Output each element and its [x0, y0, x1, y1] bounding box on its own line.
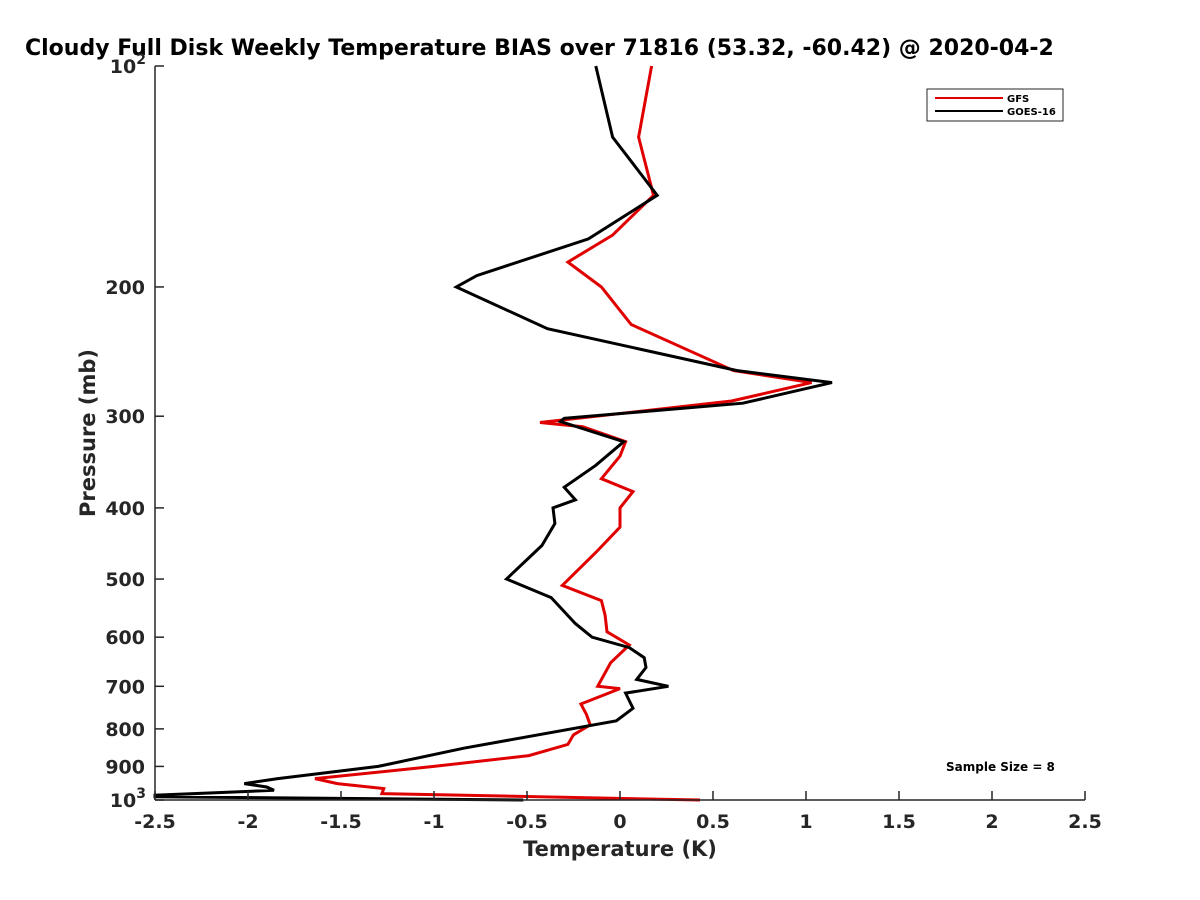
x-tick-label: 2.5 — [1068, 811, 1102, 833]
x-tick-label: 1.5 — [882, 811, 916, 833]
y-tick-label-power: 102 — [110, 52, 146, 78]
x-tick-label: -1.5 — [320, 811, 362, 833]
x-tick-label: 0 — [613, 811, 626, 833]
y-axis-label: Pressure (mb) — [76, 349, 100, 517]
y-tick-exponent: 3 — [136, 786, 146, 802]
y-tick-label: 200 — [105, 277, 145, 299]
x-axis-ticks: -2.5 -2 -1.5 -1 -0.5 0 0.5 1 1.5 2 2.5 — [134, 791, 1102, 833]
legend-label-goes16: GOES-16 — [1007, 107, 1056, 118]
y-tick-label: 300 — [105, 406, 145, 428]
y-tick-label: 900 — [105, 756, 145, 778]
y-tick-label: 800 — [105, 719, 145, 741]
x-tick-label: 1 — [799, 811, 812, 833]
y-tick-label: 400 — [105, 498, 145, 520]
x-tick-label: -2.5 — [134, 811, 176, 833]
x-tick-label: 2 — [985, 811, 998, 833]
series-line-goes16 — [153, 65, 833, 802]
series-line-gfs — [314, 65, 812, 802]
x-tick-label: -0.5 — [506, 811, 548, 833]
x-axis-label: Temperature (K) — [523, 837, 717, 861]
y-tick-base: 10 — [110, 790, 136, 812]
sample-size-annotation: Sample Size = 8 — [946, 760, 1055, 774]
y-tick-label: 500 — [105, 569, 145, 591]
plot-area — [153, 65, 833, 802]
x-tick-label: 0.5 — [696, 811, 730, 833]
legend-label-gfs: GFS — [1007, 94, 1029, 105]
x-tick-label: -1 — [423, 811, 444, 833]
legend: GFS GOES-16 — [926, 88, 1064, 122]
y-tick-base: 10 — [110, 56, 136, 78]
y-tick-label: 600 — [105, 627, 145, 649]
y-tick-label: 700 — [105, 676, 145, 698]
y-tick-exponent: 2 — [136, 52, 146, 68]
y-tick-label-power: 103 — [110, 786, 146, 812]
legend-box — [926, 88, 1064, 122]
chart-title: Cloudy Full Disk Weekly Temperature BIAS… — [25, 36, 1054, 61]
x-tick-label: -2 — [237, 811, 258, 833]
